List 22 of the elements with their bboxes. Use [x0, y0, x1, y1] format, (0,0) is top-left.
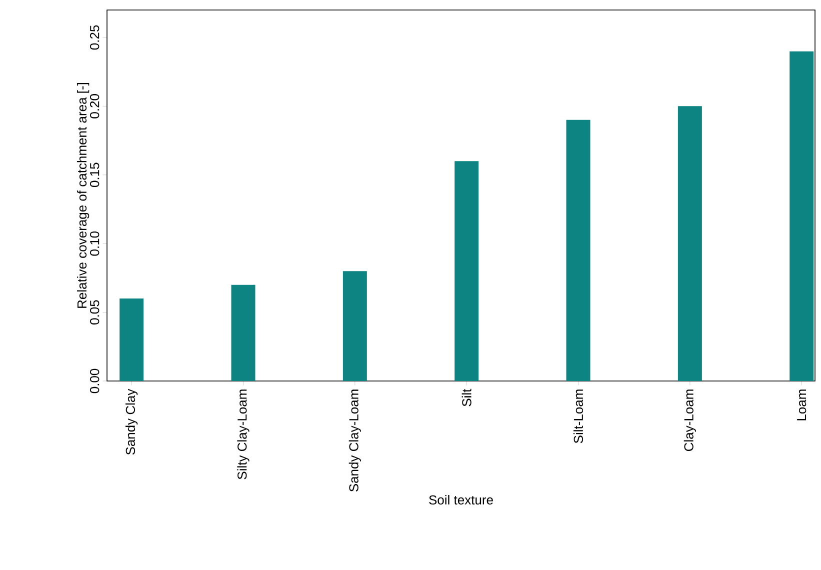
y-tick-label: 0.00	[90, 368, 100, 394]
bar	[566, 120, 590, 381]
x-tick-label: Silty Clay-Loam	[237, 390, 250, 480]
y-tick-label: 0.20	[90, 94, 100, 118]
bar	[231, 284, 256, 381]
bar	[678, 106, 702, 381]
x-tick-label: Loam	[797, 390, 806, 420]
y-tick-label: 0.10	[90, 231, 100, 256]
x-tick-label: Silt-Loam	[573, 390, 584, 444]
y-axis-title: Relative coverage of catchment area [-]	[77, 83, 90, 308]
x-tick-label: Clay-Loam	[684, 390, 696, 451]
bar	[120, 298, 144, 381]
bar	[454, 161, 479, 381]
x-tick-label: Silt	[462, 388, 472, 406]
y-tick-label: 0.05	[90, 300, 100, 324]
bar	[790, 51, 814, 381]
x-axis-title: Soil texture	[429, 494, 493, 505]
x-tick-label: Sandy Clay-Loam	[348, 390, 361, 492]
y-tick-label: 0.15	[90, 162, 100, 188]
y-tick-label: 0.25	[90, 25, 100, 50]
x-tick-label: Sandy Clay	[126, 388, 138, 455]
bar	[342, 271, 367, 381]
